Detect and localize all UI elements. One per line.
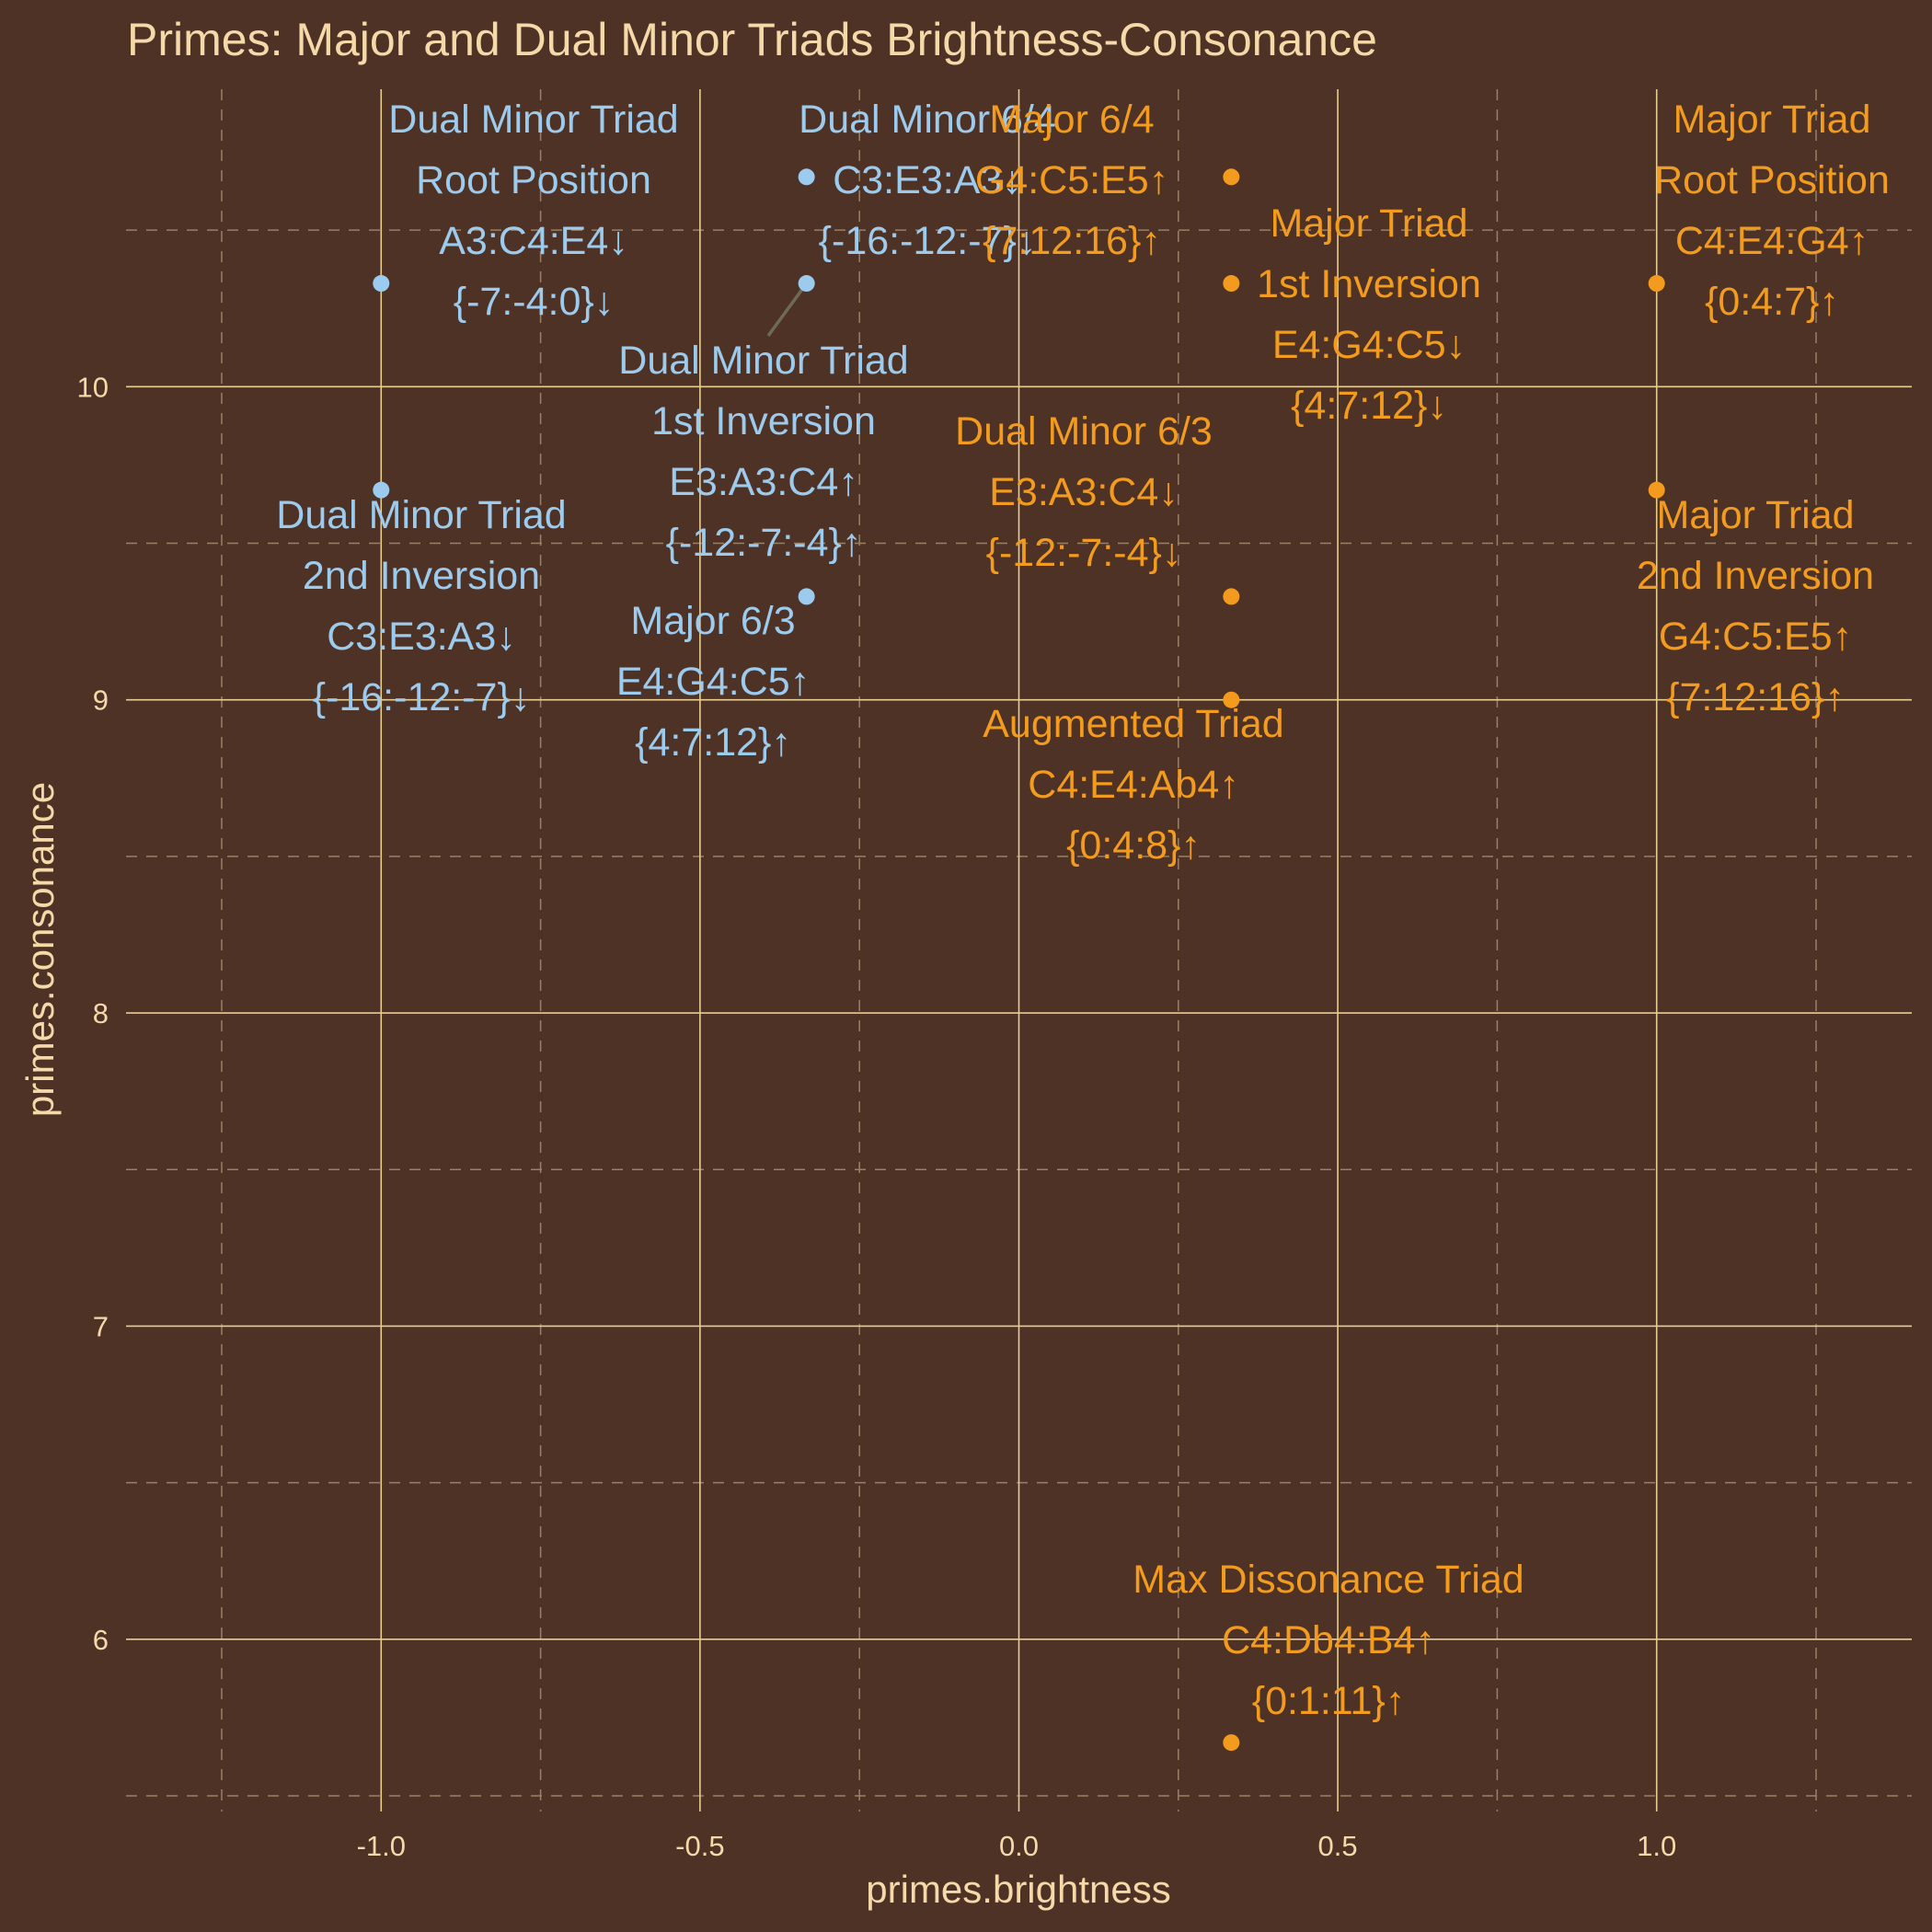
scatter-point [1223, 691, 1240, 708]
y-axis-title: primes.consonance [18, 782, 62, 1117]
y-tick-label: 6 [93, 1624, 109, 1656]
scatter-point [1223, 275, 1240, 293]
point-label: Dual Minor Triad 2nd Inversion C3:E3:A3↓ {-… [276, 493, 566, 719]
axis-tick-labels: -1.0 -0.5 0.0 0.5 1.0 6 7 8 9 10 [77, 371, 1677, 1862]
label-leader-lines [766, 282, 809, 338]
point-label: Max Dissonance Triad C4:Db4:B4↑ {0:1:11}↑ [1133, 1558, 1524, 1723]
y-tick-label: 8 [93, 997, 109, 1029]
scatter-point [1648, 481, 1665, 499]
scatter-point [1648, 275, 1665, 293]
point-label: Major 6/3 E4:G4:C5↑ {4:7:12}↑ [616, 599, 810, 765]
x-tick-label: -1.0 [357, 1830, 406, 1862]
x-tick-label: 0.0 [999, 1830, 1039, 1862]
leader-line [766, 282, 809, 338]
x-tick-label: 0.5 [1318, 1830, 1358, 1862]
point-label: Dual Minor 6/4 C3:E3:A3↓ {-16:-12:-7}↓ [799, 98, 1056, 263]
data-points [373, 168, 1665, 1752]
x-tick-label: 1.0 [1637, 1830, 1676, 1862]
point-label: Major 6/4 G4:C5:E5↑ {7:12:16}↑ [975, 98, 1168, 263]
y-tick-label: 9 [93, 684, 109, 717]
y-tick-label: 7 [93, 1310, 109, 1342]
scatter-point [798, 168, 815, 186]
point-label: Dual Minor Triad Root Position A3:C4:E4↓ {-… [388, 98, 678, 324]
scatter-point [373, 481, 390, 499]
point-label: Major Triad 2nd Inversion G4:C5:E5↑ {7:12:1… [1637, 493, 1874, 719]
point-labels: Dual Minor Triad Root Position A3:C4:E4↓ {-… [276, 98, 1890, 1723]
point-label: Major Triad 1st Inversion E4:G4:C5↓ {4:7:12… [1257, 201, 1481, 428]
point-label: Dual Minor Triad 1st Inversion E3:A3:C4↑ {-… [618, 339, 908, 565]
scatter-point [798, 588, 815, 605]
scatter-point [798, 275, 815, 293]
point-label: Major Triad Root Position C4:E4:G4↑ {0:4:7}… [1654, 98, 1890, 324]
scatter-point [373, 275, 390, 293]
x-axis-title: primes.brightness [866, 1868, 1170, 1911]
scatter-point [1223, 588, 1240, 605]
point-label: Dual Minor 6/3 E3:A3:C4↓ {-12:-7:-4}↓ [955, 409, 1213, 575]
x-tick-label: -0.5 [675, 1830, 724, 1862]
chart-title: Primes: Major and Dual Minor Triads Brig… [127, 14, 1377, 65]
scatter-point [1223, 1734, 1240, 1752]
point-label: Augmented Triad C4:E4:Ab4↑ {0:4:8}↑ [983, 702, 1283, 868]
scatter-point [1223, 168, 1240, 186]
y-tick-label: 10 [77, 371, 109, 403]
major-grid [126, 89, 1912, 1811]
